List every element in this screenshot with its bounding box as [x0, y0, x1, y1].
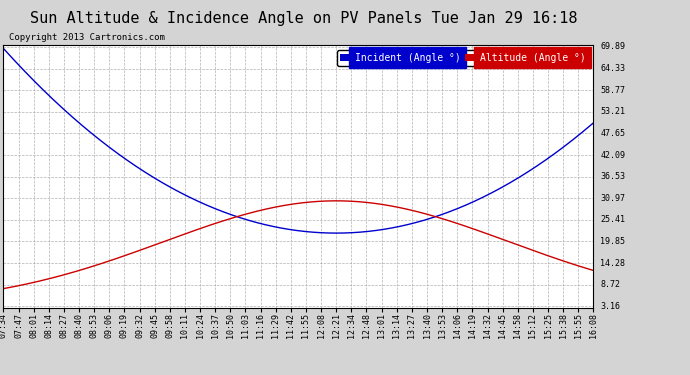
Text: 47.65: 47.65 — [600, 129, 625, 138]
Text: 36.53: 36.53 — [600, 172, 625, 181]
Text: 30.97: 30.97 — [600, 194, 625, 203]
Text: Sun Altitude & Incidence Angle on PV Panels Tue Jan 29 16:18: Sun Altitude & Incidence Angle on PV Pan… — [30, 11, 578, 26]
Text: 64.33: 64.33 — [600, 64, 625, 73]
Text: 8.72: 8.72 — [600, 280, 620, 289]
Text: 53.21: 53.21 — [600, 107, 625, 116]
Text: 69.89: 69.89 — [600, 42, 625, 51]
Text: 25.41: 25.41 — [600, 215, 625, 224]
Legend: Incident (Angle °), Altitude (Angle °): Incident (Angle °), Altitude (Angle °) — [337, 50, 589, 66]
Text: 14.28: 14.28 — [600, 259, 625, 268]
Text: Copyright 2013 Cartronics.com: Copyright 2013 Cartronics.com — [10, 33, 165, 42]
Text: 3.16: 3.16 — [600, 302, 620, 311]
Text: 42.09: 42.09 — [600, 150, 625, 159]
Text: 19.85: 19.85 — [600, 237, 625, 246]
Text: 58.77: 58.77 — [600, 86, 625, 94]
